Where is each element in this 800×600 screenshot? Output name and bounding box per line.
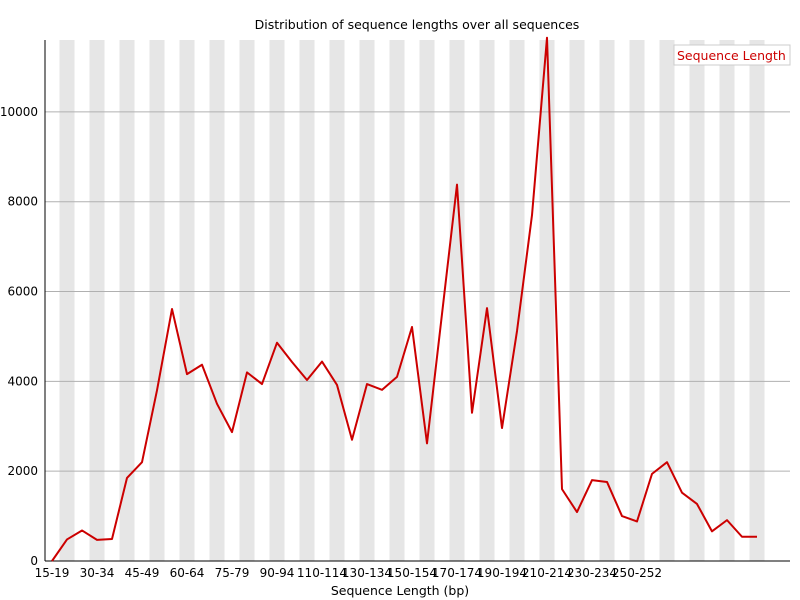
- y-tick-label: 2000: [7, 464, 38, 478]
- band: [479, 40, 495, 561]
- band: [149, 40, 165, 561]
- x-tick-label: 90-94: [260, 566, 295, 580]
- band: [509, 40, 525, 561]
- y-tick-label: 4000: [7, 374, 38, 388]
- x-axis-ticks: 15-19 30-34 45-49 60-64 75-79 90-94 110-114130…: [35, 566, 663, 580]
- band: [449, 40, 465, 561]
- band: [659, 40, 675, 561]
- band: [59, 40, 75, 561]
- x-tick-label: 130-134: [342, 566, 392, 580]
- band: [629, 40, 645, 561]
- background-bands: [59, 40, 765, 561]
- x-tick-label: 210-214: [522, 566, 572, 580]
- x-tick-label: 75-79: [215, 566, 250, 580]
- chart-title: Distribution of sequence lengths over al…: [255, 17, 580, 32]
- band: [599, 40, 615, 561]
- band: [539, 40, 555, 561]
- x-axis-title: Sequence Length (bp): [331, 583, 469, 598]
- x-tick-label: 190-194: [477, 566, 527, 580]
- band: [209, 40, 225, 561]
- band: [89, 40, 105, 561]
- band: [389, 40, 405, 561]
- x-tick-label: 110-114: [297, 566, 347, 580]
- y-tick-label: 8000: [7, 195, 38, 209]
- gridlines: [45, 111, 790, 472]
- x-tick-label: 15-19: [35, 566, 70, 580]
- band: [299, 40, 315, 561]
- x-tick-label: 30-34: [80, 566, 115, 580]
- band: [749, 40, 765, 561]
- x-tick-label: 150-154: [387, 566, 437, 580]
- legend: Sequence Length: [673, 44, 791, 66]
- x-tick-label: 250-252: [612, 566, 662, 580]
- legend-box: [673, 44, 791, 66]
- series-layer: [51, 36, 757, 562]
- legend-label: Sequence Length: [677, 48, 786, 63]
- band: [179, 40, 195, 561]
- band: [269, 40, 285, 561]
- band: [329, 40, 345, 561]
- band: [119, 40, 135, 561]
- y-tick-label: 10000: [0, 105, 38, 119]
- band: [359, 40, 375, 561]
- band: [419, 40, 435, 561]
- x-tick-label: 45-49: [125, 566, 160, 580]
- band: [719, 40, 735, 561]
- y-tick-label: 0: [30, 554, 38, 568]
- y-axis-ticks: 0 2000 4000 6000 8000 10000: [0, 105, 38, 568]
- band: [689, 40, 705, 561]
- series-line: [51, 36, 757, 562]
- x-tick-label: 60-64: [170, 566, 205, 580]
- band: [239, 40, 255, 561]
- y-tick-label: 6000: [7, 285, 38, 299]
- x-tick-label: 230-234: [567, 566, 617, 580]
- x-tick-label: 170-174: [432, 566, 482, 580]
- band: [569, 40, 585, 561]
